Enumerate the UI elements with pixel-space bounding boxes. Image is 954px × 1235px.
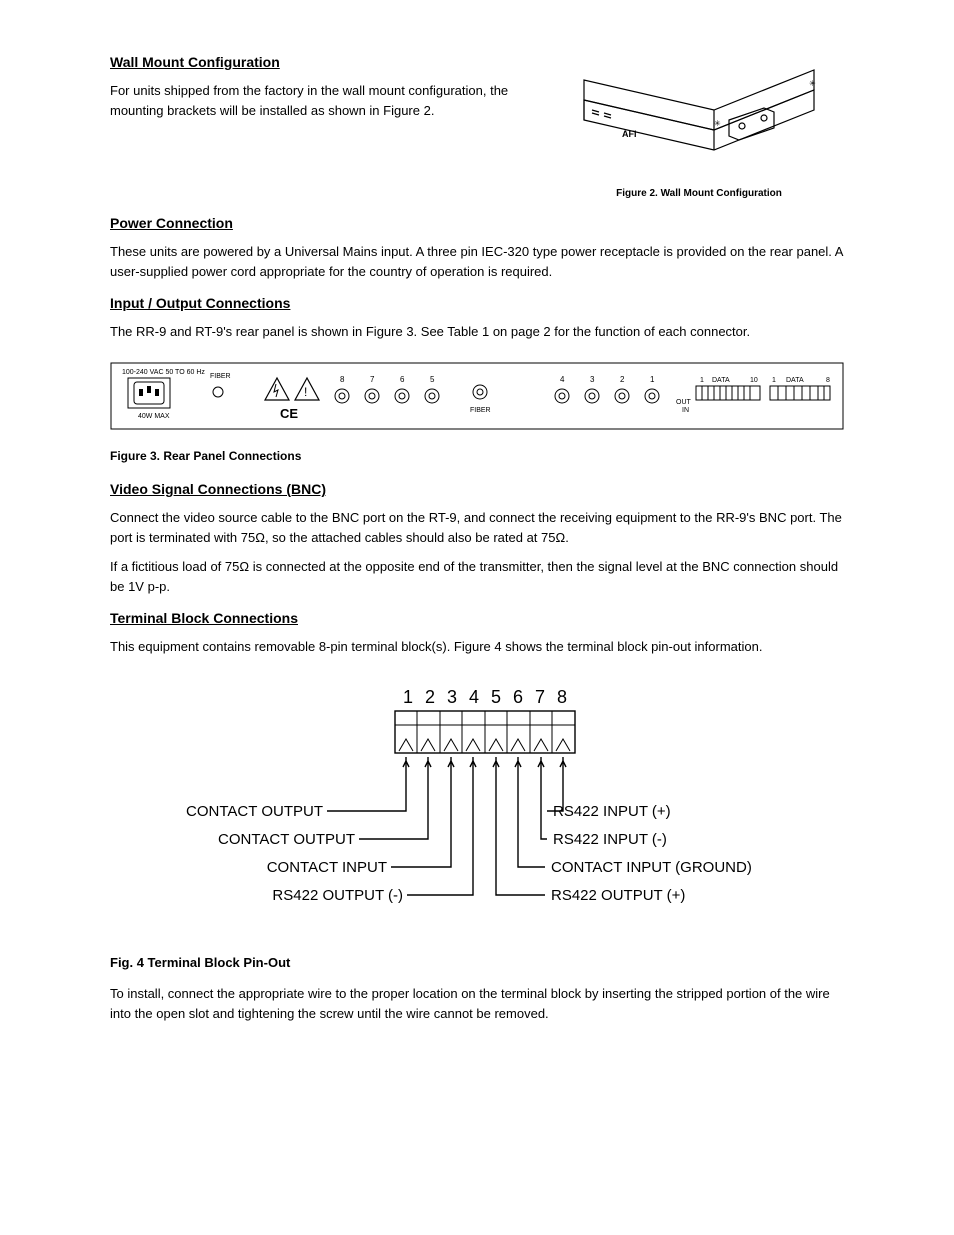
svg-text:5: 5 (491, 687, 501, 707)
svg-text:8: 8 (557, 687, 567, 707)
fig3-caption: Figure 3. Rear Panel Connections (110, 447, 844, 465)
heading-video: Video Signal Connections (BNC) (110, 479, 844, 500)
svg-text:✳: ✳ (809, 79, 816, 88)
fiber-label-top: FIBER (210, 373, 231, 380)
svg-text:6: 6 (400, 375, 405, 384)
svg-text:1: 1 (700, 377, 704, 384)
label-pin4: RS422 OUTPUT (-) (272, 887, 403, 904)
svg-text:4: 4 (469, 687, 479, 707)
label-pin5: RS422 OUTPUT (+) (551, 887, 685, 904)
fig2-caption: Figure 2. Wall Mount Configuration (616, 186, 782, 201)
fig4-caption: Fig. 4 Terminal Block Pin-Out (110, 953, 844, 973)
pin-numbers: 1 2 3 4 5 6 7 8 (403, 687, 567, 707)
svg-text:!: ! (304, 385, 307, 399)
svg-text:2: 2 (620, 375, 625, 384)
terminal-block-diagram: 1 2 3 4 5 6 7 8 (147, 681, 807, 941)
heading-power: Power Connection (110, 213, 844, 234)
heading-terminal: Terminal Block Connections (110, 608, 844, 629)
svg-text:2: 2 (425, 687, 435, 707)
svg-text:DATA: DATA (786, 377, 804, 384)
fiber-label-mid: FIBER (470, 407, 491, 414)
rear-panel-diagram: 100-240 VAC 50 TO 60 Hz 40W MAX FIBER ! … (110, 358, 844, 434)
svg-text:10: 10 (750, 377, 758, 384)
svg-text:DATA: DATA (712, 377, 730, 384)
svg-text:1: 1 (650, 375, 655, 384)
label-pin2: CONTACT OUTPUT (218, 831, 355, 848)
svg-text:6: 6 (513, 687, 523, 707)
svg-text:7: 7 (535, 687, 545, 707)
svg-text:5: 5 (430, 375, 435, 384)
svg-text:OUT: OUT (676, 399, 692, 406)
para-video-2: If a fictitious load of 75Ω is connected… (110, 557, 844, 596)
svg-text:IN: IN (682, 407, 689, 414)
label-pin1: CONTACT OUTPUT (186, 803, 323, 820)
svg-text:7: 7 (370, 375, 375, 384)
wall-mount-diagram: ✳ ✳ AFI (564, 40, 834, 180)
svg-text:8: 8 (340, 375, 345, 384)
para-video-1: Connect the video source cable to the BN… (110, 508, 844, 547)
svg-text:4: 4 (560, 375, 565, 384)
power-watts-label: 40W MAX (138, 413, 170, 420)
heading-wall-mount: Wall Mount Configuration (110, 52, 534, 73)
footer-note: To install, connect the appropriate wire… (110, 984, 844, 1023)
ce-mark-icon: CE (280, 406, 298, 421)
svg-text:8: 8 (826, 377, 830, 384)
svg-text:AFI: AFI (622, 129, 637, 139)
svg-text:3: 3 (447, 687, 457, 707)
svg-text:3: 3 (590, 375, 595, 384)
heading-io: Input / Output Connections (110, 293, 844, 314)
label-pin8: RS422 INPUT (+) (553, 803, 671, 820)
label-pin3: CONTACT INPUT (267, 859, 387, 876)
svg-text:✳: ✳ (714, 119, 721, 128)
para-io: The RR-9 and RT-9's rear panel is shown … (110, 322, 844, 342)
para-terminal: This equipment contains removable 8-pin … (110, 637, 844, 657)
svg-text:1: 1 (403, 687, 413, 707)
para-power: These units are powered by a Universal M… (110, 242, 844, 281)
para-wall-mount: For units shipped from the factory in th… (110, 81, 534, 120)
label-pin7: RS422 INPUT (-) (553, 831, 667, 848)
label-pin6: CONTACT INPUT (GROUND) (551, 859, 752, 876)
svg-text:1: 1 (772, 377, 776, 384)
power-voltage-label: 100-240 VAC 50 TO 60 Hz (122, 369, 205, 376)
